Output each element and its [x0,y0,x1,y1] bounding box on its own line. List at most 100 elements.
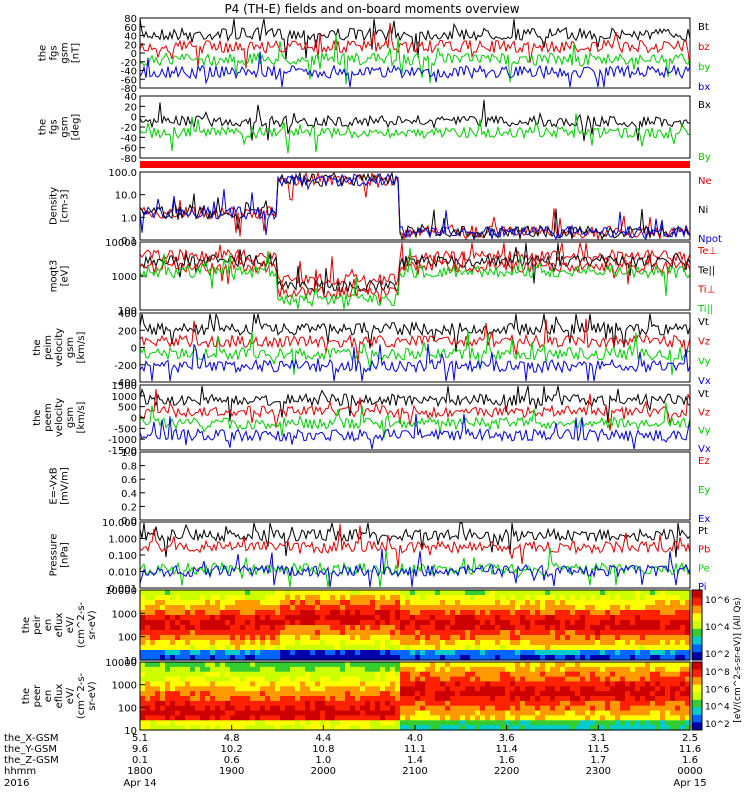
spec-cell [365,590,371,596]
spec-cell [315,705,321,712]
spec-cell [150,662,156,668]
spec-cell [625,720,631,726]
spec-cell [315,640,321,646]
spec-cell [360,655,366,661]
y-tick-label: 0 [131,344,137,355]
spec-cell [405,640,411,646]
spec-cell [590,630,596,636]
spec-cell [425,666,431,673]
spec-cell [165,600,171,606]
spec-cell [565,671,571,678]
spec-cell [395,595,401,601]
spec-cell [645,691,651,697]
spec-cell [175,725,181,731]
spec-cell [300,710,306,717]
spec-cell [645,655,651,661]
spec-cell [245,662,251,668]
spec-cell [215,620,221,626]
spec-cell [510,676,516,683]
spec-cell [265,696,271,702]
spec-cell [325,615,331,621]
spec-cell [615,676,621,683]
spec-cell [680,630,686,636]
y-tick-label: 10 [124,726,137,737]
spec-cell [380,655,386,661]
spec-cell [560,620,566,626]
spec-cell [520,666,526,673]
spec-cell [230,720,236,726]
spec-cell [395,666,401,673]
spec-cell [410,595,416,601]
spec-cell [430,635,436,641]
spec-cell [200,615,206,621]
spec-cell [360,635,366,641]
spec-cell [675,615,681,621]
spec-cell [515,681,521,687]
spec-cell [150,620,156,626]
spec-cell [315,666,321,673]
spec-cell [590,625,596,631]
spec-cell [590,705,596,712]
spec-cell [170,655,176,661]
spec-cell [325,681,331,687]
spec-cell [665,610,671,616]
spec-cell [360,590,366,596]
spec-cell [160,691,166,697]
spec-cell [165,720,171,726]
spec-cell [150,715,156,721]
spec-cell [580,645,586,651]
spec-cell [445,671,451,678]
spec-cell [545,696,551,702]
spec-cell [610,681,616,687]
spec-cell [460,691,466,697]
spec-cell [580,705,586,712]
spec-cell [565,610,571,616]
spec-cell [625,696,631,702]
spec-cell [655,710,661,717]
spec-cell [640,681,646,687]
spec-cell [520,655,526,661]
spec-cell [620,645,626,651]
spec-cell [410,720,416,726]
spec-cell [240,655,246,661]
spec-cell [320,635,326,641]
legend-entry: Ti⊥ [697,285,715,296]
spec-cell [190,696,196,702]
spec-cell [345,590,351,596]
spec-cell [560,650,566,656]
spec-cell [345,615,351,621]
x-tick-label: 1.7 [590,755,606,766]
spec-cell [475,681,481,687]
spec-cell [275,700,281,707]
spec-cell [640,676,646,683]
spec-cell [355,615,361,621]
spec-cell [445,691,451,697]
spec-cell [295,630,301,636]
y-axis-label: (cm^2-s- [76,601,87,648]
spec-cell [560,635,566,641]
spec-cell [500,686,506,692]
spec-cell [645,681,651,687]
spec-cell [585,620,591,626]
spec-cell [535,700,541,707]
spec-cell [155,715,161,721]
spec-cell [445,650,451,656]
spec-cell [400,645,406,651]
spec-cell [265,666,271,673]
spec-cell [290,705,296,712]
spec-cell [275,666,281,673]
spec-cell [315,625,321,631]
x-tick-label: 1.6 [499,755,515,766]
spec-cell [330,696,336,702]
spec-cell [370,620,376,626]
spec-cell [190,640,196,646]
spec-cell [275,676,281,683]
spec-cell [595,635,601,641]
spec-cell [385,710,391,717]
spec-cell [230,600,236,606]
spec-cell [305,610,311,616]
spec-cell [250,700,256,707]
spec-cell [635,640,641,646]
spec-cell [530,662,536,668]
